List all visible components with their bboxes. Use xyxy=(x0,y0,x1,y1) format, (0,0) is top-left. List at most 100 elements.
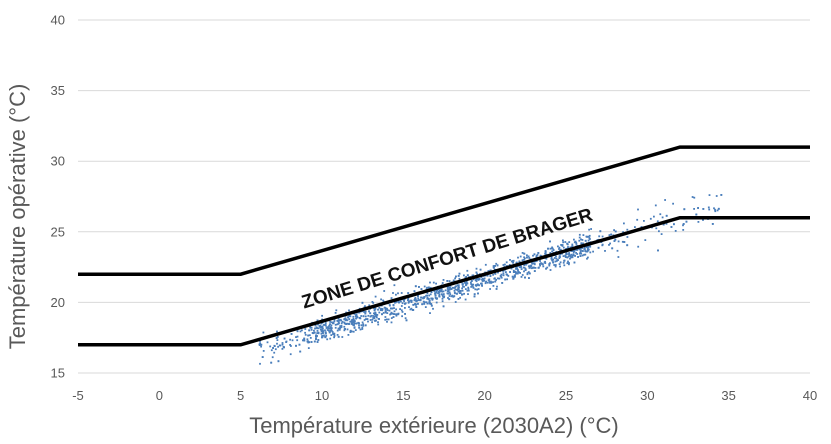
scatter-point xyxy=(436,297,438,300)
scatter-point xyxy=(537,252,540,254)
scatter-point xyxy=(435,282,437,285)
scatter-point xyxy=(435,291,438,294)
scatter-point xyxy=(589,238,591,240)
scatter-point xyxy=(523,266,526,269)
scatter-point xyxy=(544,260,546,263)
scatter-point xyxy=(475,280,478,283)
scatter-point xyxy=(317,323,319,326)
scatter-point xyxy=(616,249,619,252)
scatter-point xyxy=(515,267,518,270)
scatter-point xyxy=(307,341,310,344)
scatter-point xyxy=(587,249,590,252)
scatter-point xyxy=(412,309,415,311)
scatter-point xyxy=(403,300,405,303)
scatter-point xyxy=(581,247,584,249)
scatter-point xyxy=(571,243,574,246)
scatter-point xyxy=(444,289,447,292)
scatter-point xyxy=(626,244,629,247)
scatter-point xyxy=(347,334,350,336)
scatter-point xyxy=(539,260,541,262)
scatter-point xyxy=(480,276,483,279)
scatter-point xyxy=(369,312,372,315)
scatter-point xyxy=(337,320,339,322)
scatter-point xyxy=(583,246,586,249)
scatter-point xyxy=(428,299,431,302)
x-tick-label: 25 xyxy=(559,388,573,403)
scatter-point xyxy=(711,223,714,225)
scatter-point xyxy=(441,300,444,303)
scatter-point xyxy=(464,282,467,284)
scatter-point xyxy=(502,269,504,272)
scatter-point xyxy=(483,277,486,280)
scatter-point xyxy=(470,283,473,286)
scatter-point xyxy=(423,285,426,288)
scatter-point xyxy=(580,238,582,241)
scatter-point xyxy=(558,246,561,249)
scatter-point xyxy=(482,278,485,281)
scatter-point xyxy=(477,288,480,290)
scatter-point xyxy=(568,241,571,243)
scatter-point xyxy=(349,329,352,332)
scatter-point xyxy=(459,292,462,294)
scatter-point xyxy=(407,298,410,301)
scatter-point xyxy=(715,195,718,197)
scatter-point xyxy=(435,301,438,304)
scatter-point xyxy=(349,320,352,323)
scatter-point xyxy=(307,334,310,337)
scatter-point xyxy=(337,322,340,325)
scatter-point xyxy=(404,317,407,320)
scatter-point xyxy=(448,295,451,297)
scatter-point xyxy=(708,208,711,211)
scatter-point xyxy=(566,242,569,245)
scatter-point xyxy=(454,277,456,280)
scatter-point xyxy=(438,291,441,293)
scatter-point xyxy=(476,283,479,286)
x-tick-label: -5 xyxy=(72,388,84,403)
scatter-point xyxy=(375,315,378,317)
scatter-point xyxy=(378,311,381,314)
scatter-point xyxy=(434,292,436,295)
scatter-point xyxy=(465,276,467,278)
scatter-point xyxy=(308,334,311,337)
scatter-point xyxy=(430,304,433,307)
scatter-point xyxy=(371,301,374,303)
scatter-points xyxy=(258,194,723,365)
scatter-point xyxy=(390,297,393,300)
scatter-point xyxy=(420,288,423,290)
scatter-point xyxy=(275,337,278,339)
scatter-point xyxy=(438,293,441,296)
scatter-point xyxy=(289,344,291,346)
scatter-point xyxy=(505,271,507,273)
scatter-point xyxy=(362,323,365,326)
scatter-point xyxy=(410,299,412,302)
scatter-point xyxy=(429,293,432,296)
scatter-point xyxy=(565,251,568,254)
scatter-point xyxy=(564,254,567,257)
scatter-point xyxy=(498,277,501,280)
scatter-point xyxy=(295,336,297,338)
scatter-point xyxy=(506,278,508,281)
scatter-point xyxy=(384,318,387,321)
scatter-point xyxy=(260,343,263,346)
scatter-point xyxy=(414,285,417,288)
scatter-point xyxy=(422,300,425,303)
scatter-point xyxy=(489,275,492,277)
scatter-point xyxy=(314,324,317,327)
scatter-point xyxy=(682,224,684,227)
scatter-point xyxy=(419,298,422,301)
scatter-point xyxy=(338,328,341,331)
scatter-point xyxy=(426,286,428,289)
scatter-point xyxy=(578,233,581,236)
scatter-point xyxy=(330,334,333,336)
scatter-point xyxy=(386,312,389,314)
scatter-point xyxy=(387,318,390,321)
scatter-point xyxy=(320,329,323,332)
scatter-point xyxy=(471,284,473,287)
scatter-point xyxy=(467,289,470,292)
scatter-point xyxy=(518,271,520,274)
scatter-point xyxy=(634,226,636,228)
scatter-point xyxy=(391,307,394,310)
scatter-point xyxy=(584,248,586,251)
scatter-point xyxy=(361,321,364,324)
scatter-point xyxy=(381,313,383,316)
